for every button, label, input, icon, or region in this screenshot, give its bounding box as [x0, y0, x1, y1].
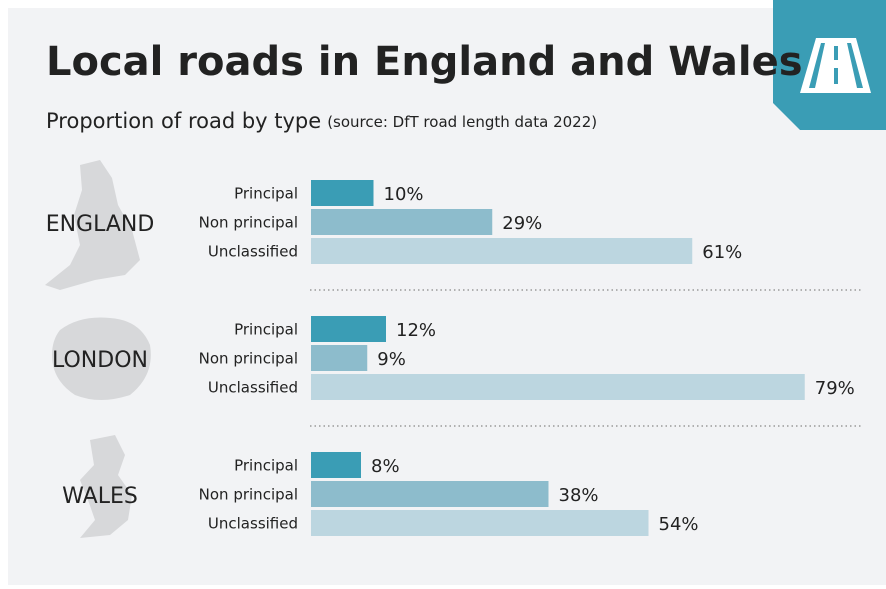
category-label: Principal — [234, 185, 298, 203]
subtitle: Proportion of road by type (source: DfT r… — [46, 109, 597, 133]
category-label: Principal — [234, 457, 298, 475]
category-label: Non principal — [199, 350, 298, 368]
title: Local roads in England and Wales — [46, 39, 803, 85]
region-label: ENGLAND — [46, 212, 155, 237]
source: (source: DfT road length data 2022) — [327, 113, 597, 131]
bar — [311, 510, 649, 536]
value-label: 12% — [396, 320, 436, 341]
value-label: 61% — [702, 242, 742, 263]
value-label: 38% — [559, 485, 599, 506]
category-label: Unclassified — [208, 379, 298, 397]
bar — [311, 238, 693, 264]
bar — [311, 316, 386, 342]
category-label: Non principal — [199, 486, 298, 504]
category-label: Unclassified — [208, 243, 298, 261]
england-map — [45, 160, 140, 290]
bar — [311, 481, 549, 507]
category-label: Unclassified — [208, 515, 298, 533]
value-label: 54% — [659, 514, 699, 535]
value-label: 29% — [502, 213, 542, 234]
value-label: 9% — [377, 349, 406, 370]
bar — [311, 374, 805, 400]
road-icon-edges — [809, 43, 863, 88]
wales-map — [80, 435, 132, 538]
subtitle-main: Proportion of road by type — [46, 109, 321, 133]
road-icon-lane — [834, 46, 838, 60]
region-label: WALES — [62, 484, 138, 509]
bar — [311, 345, 368, 371]
road-icon-lane — [834, 68, 838, 84]
category-label: Principal — [234, 321, 298, 339]
bar — [311, 209, 493, 235]
category-label: Non principal — [199, 214, 298, 232]
value-label: 8% — [371, 456, 400, 477]
bar — [311, 180, 374, 206]
bar — [311, 452, 361, 478]
london-map — [52, 317, 151, 400]
value-label: 10% — [384, 184, 424, 205]
value-label: 79% — [815, 378, 855, 399]
region-label: LONDON — [52, 348, 148, 373]
